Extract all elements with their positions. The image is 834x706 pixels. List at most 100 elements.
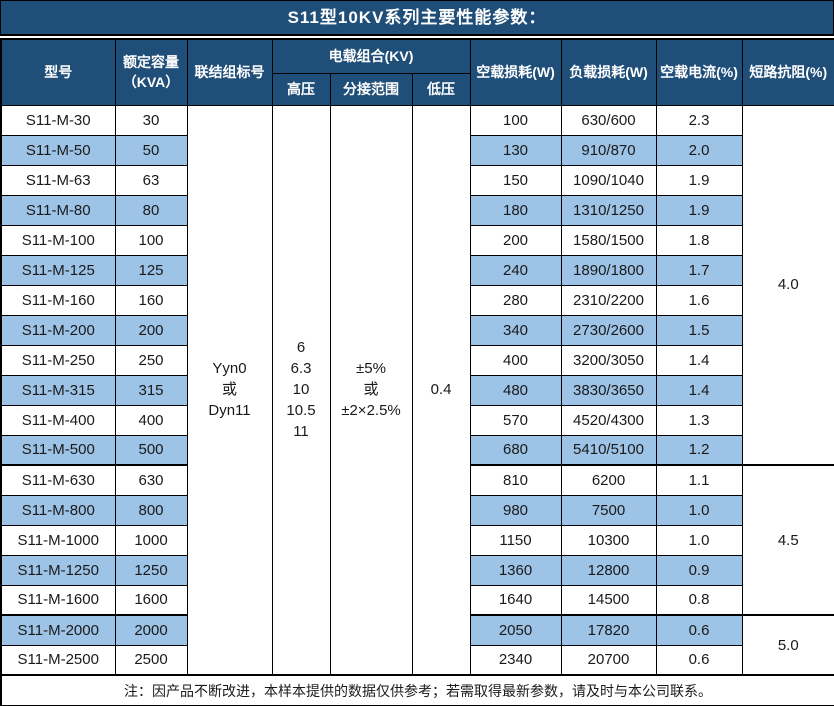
cell-model: S11-M-100: [0, 224, 116, 256]
cell-load-loss: 1580/1500: [560, 224, 657, 256]
table-row: S11-M-100 100 200 1580/1500 1.8: [0, 224, 834, 256]
cell-vector-group: Yyn0 或 Dyn11: [186, 104, 273, 676]
table-row: S11-M-500 500 680 5410/5100 1.2: [0, 434, 834, 466]
cell-capacity: 100: [114, 224, 188, 256]
cell-no-load-current: 1.1: [655, 464, 743, 496]
cell-model: S11-M-800: [0, 494, 116, 526]
cell-no-load-loss: 150: [469, 164, 562, 196]
table-row: S11-M-160 160 280 2310/2200 1.6: [0, 284, 834, 316]
spec-table: 型号 额定容量 （KVA） 联结组标号 电载组合(KV) 空载损耗(W) 负载损…: [0, 38, 834, 706]
cell-capacity: 63: [114, 164, 188, 196]
col-header-lv: 低压: [411, 72, 471, 106]
col-header-no-load-current: 空载电流(%): [655, 38, 743, 106]
cell-load-loss: 14500: [560, 584, 657, 616]
cell-impedance: 4.5: [741, 464, 834, 616]
col-header-no-load-loss: 空载损耗(W): [469, 38, 562, 106]
col-header-capacity-line1: 额定容量: [123, 54, 179, 71]
cell-load-loss: 1090/1040: [560, 164, 657, 196]
cell-hv-voltages-line: 10.5: [286, 402, 316, 420]
cell-lv-voltage: 0.4: [411, 104, 471, 676]
cell-capacity: 500: [114, 434, 188, 466]
cell-no-load-current: 1.7: [655, 254, 743, 286]
col-header-voltage-combo: 电载组合(KV): [271, 38, 471, 74]
footnote-row: 注：因产品不断改进，本样本提供的数据仅供参考；若需取得最新参数，请及时与本公司联…: [0, 674, 834, 706]
cell-capacity: 1600: [114, 584, 188, 616]
header-row-2: 高压 分接范围 低压: [1, 72, 834, 106]
cell-load-loss: 20700: [560, 644, 657, 676]
cell-no-load-current: 1.9: [655, 164, 743, 196]
cell-load-loss: 2730/2600: [560, 314, 657, 346]
cell-model: S11-M-250: [0, 344, 116, 376]
cell-no-load-current: 0.6: [655, 644, 743, 676]
spec-table-foot: 注：因产品不断改进，本样本提供的数据仅供参考；若需取得最新参数，请及时与本公司联…: [0, 674, 834, 706]
cell-capacity: 80: [114, 194, 188, 226]
cell-hv-voltages-line: 6: [296, 339, 306, 357]
cell-no-load-loss: 1360: [469, 554, 562, 586]
cell-tap-range-line: ±2×2.5%: [341, 402, 401, 420]
cell-impedance: 4.0: [741, 104, 834, 466]
cell-no-load-current: 1.0: [655, 524, 743, 556]
cell-load-loss: 4520/4300: [560, 404, 657, 436]
cell-capacity: 2500: [114, 644, 188, 676]
cell-no-load-current: 1.2: [655, 434, 743, 466]
cell-tap-range: ±5% 或 ±2×2.5%: [329, 104, 413, 676]
cell-capacity: 125: [114, 254, 188, 286]
cell-hv-voltages-line: 6.3: [290, 360, 312, 378]
table-row: S11-M-50 50 130 910/870 2.0: [0, 134, 834, 166]
col-header-impedance: 短路抗阻(%): [741, 38, 834, 106]
footnote: 注：因产品不断改进，本样本提供的数据仅供参考；若需取得最新参数，请及时与本公司联…: [0, 674, 834, 706]
cell-no-load-loss: 240: [469, 254, 562, 286]
cell-capacity: 630: [114, 464, 188, 496]
cell-no-load-loss: 480: [469, 374, 562, 406]
spec-table-body: S11-M-30 30 Yyn0 或 Dyn11 6 6.3 10 10.5 11 ±5% 或 ±2×2…: [0, 104, 834, 676]
cell-model: S11-M-30: [0, 104, 116, 136]
cell-tap-range-line: ±5%: [356, 360, 386, 378]
table-row: S11-M-1250 1250 1360 12800 0.9: [0, 554, 834, 586]
cell-no-load-loss: 340: [469, 314, 562, 346]
cell-no-load-current: 1.3: [655, 404, 743, 436]
cell-no-load-loss: 200: [469, 224, 562, 256]
cell-no-load-current: 2.3: [655, 104, 743, 136]
cell-vector-group-line: Yyn0: [212, 360, 247, 378]
cell-lv-voltage-line: 0.4: [430, 381, 452, 399]
cell-no-load-current: 0.8: [655, 584, 743, 616]
cell-load-loss: 7500: [560, 494, 657, 526]
cell-capacity: 315: [114, 374, 188, 406]
cell-no-load-loss: 2050: [469, 614, 562, 646]
cell-load-loss: 1890/1800: [560, 254, 657, 286]
cell-no-load-loss: 130: [469, 134, 562, 166]
table-row: S11-M-2000 2000 2050 17820 0.6 5.0: [0, 614, 834, 676]
table-row: S11-M-630 630 810 6200 1.1 4.5: [0, 464, 834, 616]
col-header-tap-range: 分接范围: [329, 72, 413, 106]
cell-model: S11-M-500: [0, 434, 116, 466]
col-header-capacity-line2: （KVA）: [122, 74, 180, 91]
cell-hv-voltages: 6 6.3 10 10.5 11: [271, 104, 331, 676]
table-row: S11-M-200 200 340 2730/2600 1.5: [0, 314, 834, 346]
cell-impedance: 5.0: [741, 614, 834, 676]
cell-load-loss: 10300: [560, 524, 657, 556]
table-row: S11-M-1600 1600 1640 14500 0.8: [0, 584, 834, 616]
cell-no-load-loss: 180: [469, 194, 562, 226]
cell-model: S11-M-125: [0, 254, 116, 286]
cell-capacity: 30: [114, 104, 188, 136]
cell-load-loss: 3830/3650: [560, 374, 657, 406]
cell-no-load-current: 1.5: [655, 314, 743, 346]
cell-load-loss: 5410/5100: [560, 434, 657, 466]
cell-load-loss: 12800: [560, 554, 657, 586]
cell-model: S11-M-1250: [0, 554, 116, 586]
cell-no-load-loss: 100: [469, 104, 562, 136]
col-header-vector-group: 联结组标号: [186, 38, 273, 106]
cell-load-loss: 3200/3050: [560, 344, 657, 376]
cell-model: S11-M-200: [0, 314, 116, 346]
cell-load-loss: 6200: [560, 464, 657, 496]
cell-no-load-loss: 570: [469, 404, 562, 436]
table-row: S11-M-125 125 240 1890/1800 1.7: [0, 254, 834, 286]
col-header-capacity: 额定容量 （KVA）: [114, 38, 188, 106]
col-header-model: 型号: [0, 38, 116, 106]
table-row: S11-M-30 30 Yyn0 或 Dyn11 6 6.3 10 10.5 11 ±5% 或 ±2×2…: [0, 104, 834, 676]
table-row: S11-M-400 400 570 4520/4300 1.3: [0, 404, 834, 436]
col-header-load-loss: 负载损耗(W): [560, 38, 657, 106]
cell-no-load-current: 1.4: [655, 374, 743, 406]
cell-hv-voltages-line: 11: [293, 423, 309, 441]
